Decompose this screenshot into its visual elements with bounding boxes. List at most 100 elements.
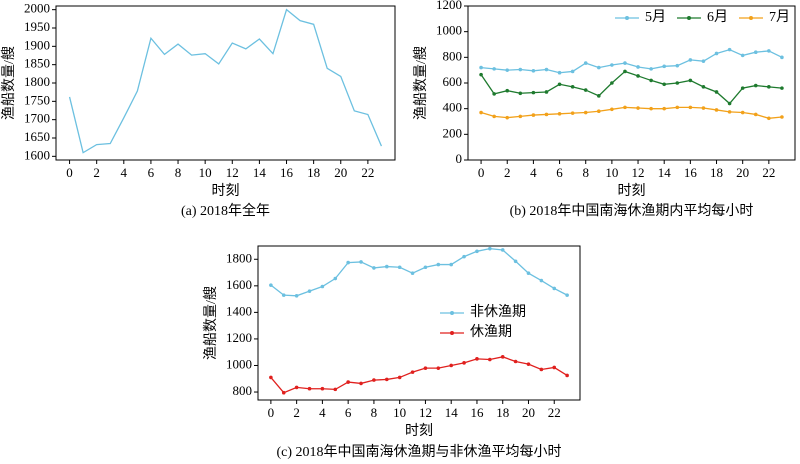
point xyxy=(570,69,575,74)
x-tick-label: 4 xyxy=(530,165,537,180)
point xyxy=(623,61,627,65)
point xyxy=(570,111,575,115)
legend-marker xyxy=(450,311,454,315)
point xyxy=(281,293,286,297)
point xyxy=(597,94,601,98)
point xyxy=(701,85,706,89)
point xyxy=(269,375,273,380)
x-tick-label: 14 xyxy=(658,165,672,180)
point xyxy=(385,264,389,269)
x-tick-label: 4 xyxy=(121,165,128,180)
point xyxy=(320,284,325,289)
x-tick-label: 16 xyxy=(470,405,484,420)
y-tick-label: 1650 xyxy=(24,129,50,144)
y-tick-label: 400 xyxy=(443,100,463,115)
point xyxy=(649,106,653,111)
point xyxy=(740,110,745,115)
x-tick-label: 20 xyxy=(736,165,749,180)
point xyxy=(688,78,693,83)
point xyxy=(701,59,706,63)
point xyxy=(557,112,562,116)
point xyxy=(526,362,531,366)
point xyxy=(649,67,653,71)
point xyxy=(479,72,483,77)
point xyxy=(410,370,415,374)
point xyxy=(688,105,693,110)
point xyxy=(780,55,784,60)
point xyxy=(557,70,562,75)
x-tick-label: 22 xyxy=(548,405,561,420)
y-tick-label: 600 xyxy=(443,74,463,89)
point xyxy=(531,90,536,95)
point xyxy=(740,86,745,90)
point xyxy=(623,105,627,110)
y-tick-label: 1400 xyxy=(226,303,252,318)
point xyxy=(714,108,719,112)
point xyxy=(359,260,363,264)
point xyxy=(688,58,693,62)
point xyxy=(727,47,732,52)
y-tick-label: 1200 xyxy=(436,0,462,12)
point xyxy=(475,249,479,254)
point xyxy=(740,53,745,58)
point xyxy=(372,266,376,270)
point xyxy=(610,63,614,67)
x-tick-label: 0 xyxy=(66,165,73,180)
point xyxy=(410,271,415,276)
y-tick-label: 1750 xyxy=(24,92,50,107)
point xyxy=(597,65,601,70)
point xyxy=(544,90,549,94)
plot-frame xyxy=(467,5,796,161)
x-tick-label: 8 xyxy=(175,165,182,180)
point xyxy=(662,64,666,69)
point xyxy=(436,366,441,370)
point xyxy=(531,113,536,117)
point xyxy=(307,386,312,391)
x-tick-label: 8 xyxy=(371,405,378,420)
point xyxy=(423,265,428,270)
point xyxy=(505,68,510,72)
point xyxy=(727,110,732,114)
point xyxy=(333,387,338,392)
point xyxy=(479,110,483,115)
y-tick-label: 800 xyxy=(443,48,463,63)
series-line xyxy=(481,48,783,74)
caption: (a) 2018年全年 xyxy=(181,202,270,219)
x-tick-label: 2 xyxy=(93,165,100,180)
point xyxy=(675,81,680,85)
y-tick-label: 1700 xyxy=(24,111,50,126)
x-tick-label: 18 xyxy=(307,165,320,180)
y-tick-label: 1000 xyxy=(226,356,252,371)
point xyxy=(727,101,732,106)
point xyxy=(539,278,544,283)
point xyxy=(294,293,299,298)
series-line xyxy=(480,106,782,119)
x-tick-label: 6 xyxy=(345,405,352,420)
point xyxy=(753,112,758,117)
point xyxy=(479,65,483,70)
point xyxy=(565,373,569,378)
point xyxy=(513,259,518,264)
point xyxy=(518,91,523,96)
legend-marker xyxy=(687,16,691,20)
x-tick-label: 22 xyxy=(361,165,374,180)
x-tick-label: 8 xyxy=(582,165,589,180)
y-tick-label: 1200 xyxy=(226,330,252,345)
point xyxy=(475,357,479,361)
point xyxy=(557,82,562,87)
y-axis-label: 渔船数量/艘 xyxy=(203,286,219,360)
point xyxy=(397,375,402,380)
point xyxy=(307,289,312,293)
x-tick-label: 20 xyxy=(522,405,535,420)
x-tick-label: 12 xyxy=(226,165,239,180)
point xyxy=(500,248,505,252)
point xyxy=(662,106,666,111)
point xyxy=(552,365,557,370)
x-tick-label: 2 xyxy=(293,405,300,420)
point xyxy=(610,107,614,112)
legend-label: 6月 xyxy=(707,9,728,25)
point xyxy=(294,385,299,390)
x-tick-label: 18 xyxy=(496,405,509,420)
y-tick-label: 0 xyxy=(456,151,463,166)
